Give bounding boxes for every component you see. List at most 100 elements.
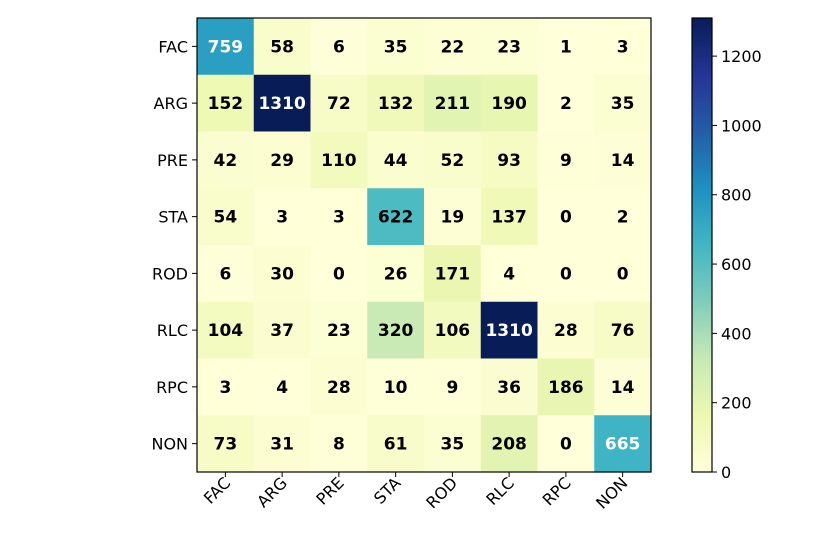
heatmap-cell-non-sta: [367, 415, 425, 473]
heatmap-cell-rpc-arg: [253, 358, 312, 416]
cell-value-label: 19: [441, 208, 465, 228]
cell-value-label: 0: [333, 264, 345, 284]
cell-value-label: 3: [333, 208, 345, 228]
y-tick-label: NON: [151, 435, 188, 454]
heatmap-cell-pre-rlc: [480, 131, 539, 189]
heatmap-cell-fac-fac: [197, 18, 255, 76]
heatmap-cell-rpc-non: [594, 358, 652, 416]
heatmap-cell-rod-pre: [310, 245, 368, 303]
heatmap-cell-arg-rpc: [537, 74, 595, 133]
heatmap-cell-rlc-rod: [424, 301, 482, 360]
y-tick-label: STA: [158, 208, 188, 227]
heatmap-cell-sta-fac: [197, 188, 255, 246]
cell-value-label: 759: [208, 37, 244, 57]
colorbar: 0 200 400 600 800 1000 1200: [691, 17, 762, 482]
cell-value-label: 14: [611, 151, 635, 171]
heatmap-cell-rpc-rlc: [480, 358, 539, 416]
cell-value-label: 35: [441, 435, 465, 455]
cell-value-label: 137: [491, 208, 527, 228]
heatmap-cell-fac-rpc: [537, 18, 595, 76]
colorbar-tick-label: 1200: [721, 47, 762, 66]
cell-value-label: 30: [270, 264, 294, 284]
heatmap-cell-sta-pre: [310, 188, 368, 246]
cell-value-label: 72: [327, 94, 351, 114]
x-tick-label: NON: [592, 473, 631, 512]
cell-value-label: 23: [327, 321, 351, 341]
colorbar-tick-label: 0: [721, 463, 731, 482]
colorbar-tick-label: 1000: [721, 116, 762, 135]
x-tick-label: RLC: [482, 473, 517, 508]
heatmap-cell-rlc-sta: [367, 301, 425, 360]
heatmap-cell-arg-arg: [253, 74, 312, 133]
cell-value-label: 37: [270, 321, 294, 341]
heatmap-cell-arg-pre: [310, 74, 368, 133]
heatmap-cell-non-fac: [197, 415, 255, 473]
heatmap-cell-arg-rod: [424, 74, 482, 133]
cell-value-label: 3: [617, 37, 629, 57]
heatmap-cell-rod-rpc: [537, 245, 595, 303]
cell-value-label: 1: [560, 37, 572, 57]
heatmap-cell-fac-non: [594, 18, 652, 76]
heatmap-cell-rod-non: [594, 245, 652, 303]
heatmap-cell-rod-sta: [367, 245, 425, 303]
heatmap-cell-sta-sta: [367, 188, 425, 246]
cell-value-label: 152: [208, 94, 244, 114]
cell-value-label: 28: [327, 378, 351, 398]
colorbar-tick-label: 200: [721, 394, 752, 413]
cell-value-label: 35: [384, 37, 408, 57]
cell-value-label: 1310: [485, 321, 532, 341]
heatmap-cell-rpc-rpc: [537, 358, 595, 416]
heatmap-cell-pre-arg: [253, 131, 312, 189]
cell-value-label: 31: [270, 435, 294, 455]
cell-value-label: 110: [321, 151, 357, 171]
cell-value-label: 190: [491, 94, 527, 114]
heatmap-cell-rlc-pre: [310, 301, 368, 360]
heatmap-cell-pre-non: [594, 131, 652, 189]
cell-value-label: 2: [617, 208, 629, 228]
x-tick-label: ARG: [253, 473, 291, 511]
cell-value-label: 104: [208, 321, 244, 341]
heatmap-cell-fac-rod: [424, 18, 482, 76]
heatmap-cell-non-rpc: [537, 415, 595, 473]
cell-value-label: 14: [611, 378, 635, 398]
cell-value-label: 6: [219, 264, 231, 284]
heatmap-cell-rlc-rlc: [480, 301, 539, 360]
heatmap-cell-pre-pre: [310, 131, 368, 189]
heatmap-cell-sta-non: [594, 188, 652, 246]
heatmap-cell-non-rlc: [480, 415, 539, 473]
y-tick-label: ROD: [152, 264, 188, 283]
cell-value-label: 171: [435, 264, 471, 284]
cell-value-label: 26: [384, 264, 408, 284]
cell-value-label: 44: [384, 151, 408, 171]
heatmap-cell-rlc-fac: [197, 301, 255, 360]
colorbar-tick-label: 400: [721, 324, 752, 343]
cell-value-label: 29: [270, 151, 294, 171]
heatmap-cell-sta-rlc: [480, 188, 539, 246]
heatmap-cell-arg-sta: [367, 74, 425, 133]
cell-value-label: 320: [378, 321, 414, 341]
cell-value-label: 2: [560, 94, 572, 114]
cell-value-label: 1310: [258, 94, 305, 114]
heatmap-cell-pre-fac: [197, 131, 255, 189]
cell-value-label: 36: [497, 378, 521, 398]
heatmap-cell-rpc-sta: [367, 358, 425, 416]
heatmap-cell-rlc-arg: [253, 301, 312, 360]
x-tick-label: RPC: [539, 473, 575, 509]
cell-value-label: 73: [214, 435, 238, 455]
x-tick-label: FAC: [200, 473, 234, 507]
cell-value-label: 22: [441, 37, 465, 57]
heatmap-cell-sta-arg: [253, 188, 312, 246]
cell-value-label: 0: [560, 264, 572, 284]
x-tick-label: PRE: [312, 473, 347, 508]
x-tick-label: ROD: [422, 473, 461, 512]
cell-value-label: 35: [611, 94, 635, 114]
cell-value-label: 6: [333, 37, 345, 57]
heatmap-cell-sta-rod: [424, 188, 482, 246]
cell-value-label: 58: [270, 37, 294, 57]
cell-value-label: 42: [214, 151, 238, 171]
cell-value-label: 132: [378, 94, 414, 114]
cell-value-label: 10: [384, 378, 408, 398]
heatmap-cell-fac-sta: [367, 18, 425, 76]
